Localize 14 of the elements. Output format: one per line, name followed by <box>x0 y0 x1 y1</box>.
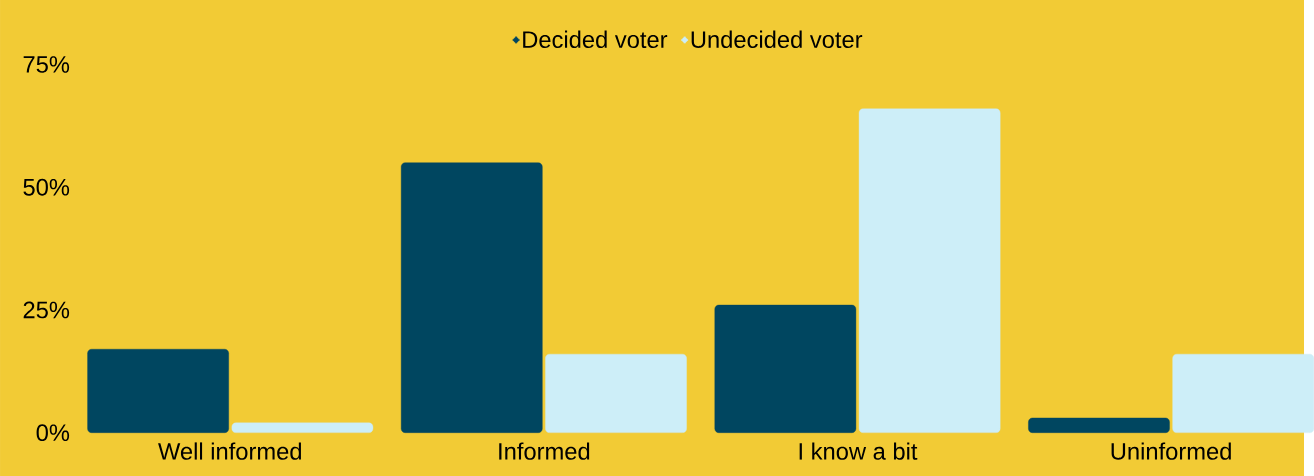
legend-label: Decided voter <box>523 30 668 48</box>
bar <box>87 348 229 433</box>
x-tick-label: Informed <box>499 442 590 460</box>
bar <box>1028 417 1170 433</box>
legend-label: Undecided voter <box>691 30 863 48</box>
x-tick-label: Uninformed <box>1111 442 1231 460</box>
x-tick-label: Well informed <box>158 442 301 460</box>
y-tick-label: 0% <box>36 424 70 441</box>
y-tick-label: 50% <box>23 178 70 196</box>
bar <box>400 162 543 433</box>
bar <box>714 304 857 433</box>
y-tick-label: 25% <box>23 301 70 319</box>
y-tick-label: 75% <box>23 55 70 73</box>
x-tick-label: I know a bit <box>799 442 918 460</box>
